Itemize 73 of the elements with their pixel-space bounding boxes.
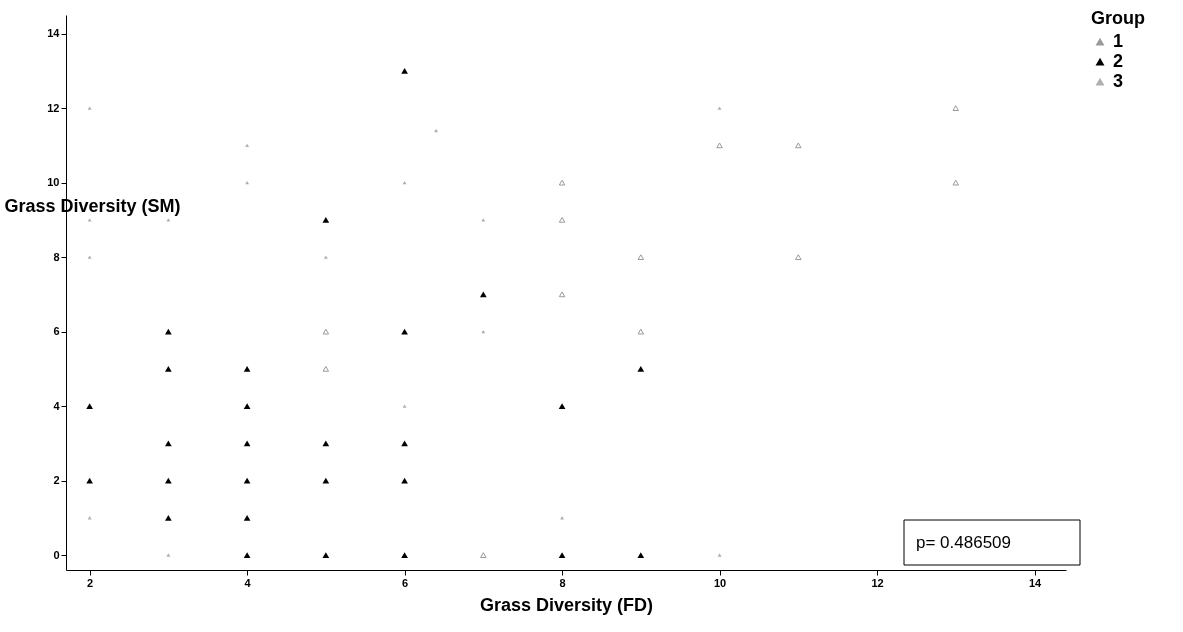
point [952, 105, 959, 111]
point [401, 477, 408, 484]
point [558, 403, 566, 410]
x-axis-title: Grass Diversity (FD) [479, 594, 654, 615]
point [795, 142, 802, 149]
point [952, 179, 959, 186]
point [481, 218, 486, 222]
point [87, 516, 92, 520]
x-tick-label: 10 [713, 576, 727, 589]
legend-label: 2 [1113, 51, 1124, 71]
point [322, 552, 330, 559]
point [243, 440, 251, 447]
point [558, 552, 566, 559]
point [322, 365, 330, 372]
point [795, 254, 802, 260]
point [87, 106, 92, 110]
legend-label: 1 [1113, 31, 1124, 51]
point [402, 404, 407, 408]
point [717, 553, 722, 557]
y-tick-label: 10 [47, 176, 60, 189]
point [243, 403, 251, 410]
y-tick-label: 2 [53, 474, 60, 487]
point [87, 218, 92, 222]
point [637, 328, 645, 335]
point [243, 514, 251, 521]
x-tick-label: 12 [871, 576, 884, 589]
point [560, 516, 565, 520]
point [401, 552, 408, 559]
point [165, 514, 172, 521]
point [637, 254, 645, 260]
point [717, 106, 722, 110]
point [637, 552, 645, 559]
point [165, 477, 172, 484]
point [166, 218, 171, 222]
point [166, 553, 171, 557]
point [558, 216, 566, 223]
annotation: p= 0.486509 [916, 533, 1012, 552]
point [86, 477, 93, 484]
point [434, 128, 439, 133]
point [245, 143, 250, 148]
point [322, 477, 330, 484]
legend-label: 3 [1113, 71, 1124, 91]
y-tick-label: 4 [53, 399, 61, 412]
x-tick-label: 14 [1028, 576, 1042, 589]
point [87, 255, 92, 259]
y-tick-label: 12 [47, 101, 60, 114]
point [716, 142, 723, 149]
point [323, 255, 328, 259]
legend-title: Group [1091, 8, 1145, 28]
x-tick-label: 2 [87, 576, 94, 589]
y-tick-label: 6 [53, 325, 60, 338]
point [401, 328, 408, 335]
point [243, 365, 251, 372]
point [322, 440, 330, 447]
point [86, 403, 93, 410]
point [165, 365, 172, 372]
point [322, 328, 330, 335]
y-tick-label: 14 [47, 27, 61, 40]
point [480, 552, 487, 558]
point [401, 67, 408, 74]
point [637, 365, 645, 372]
point [165, 440, 172, 447]
point [243, 552, 251, 559]
point [558, 291, 566, 298]
point [165, 328, 172, 335]
point [558, 179, 566, 186]
point [322, 216, 330, 223]
x-tick-label: 4 [244, 576, 252, 589]
y-tick-label: 0 [53, 548, 60, 561]
point [243, 477, 251, 484]
y-tick-label: 8 [53, 250, 60, 263]
x-tick-label: 6 [402, 576, 409, 589]
x-tick-label: 8 [559, 576, 566, 589]
